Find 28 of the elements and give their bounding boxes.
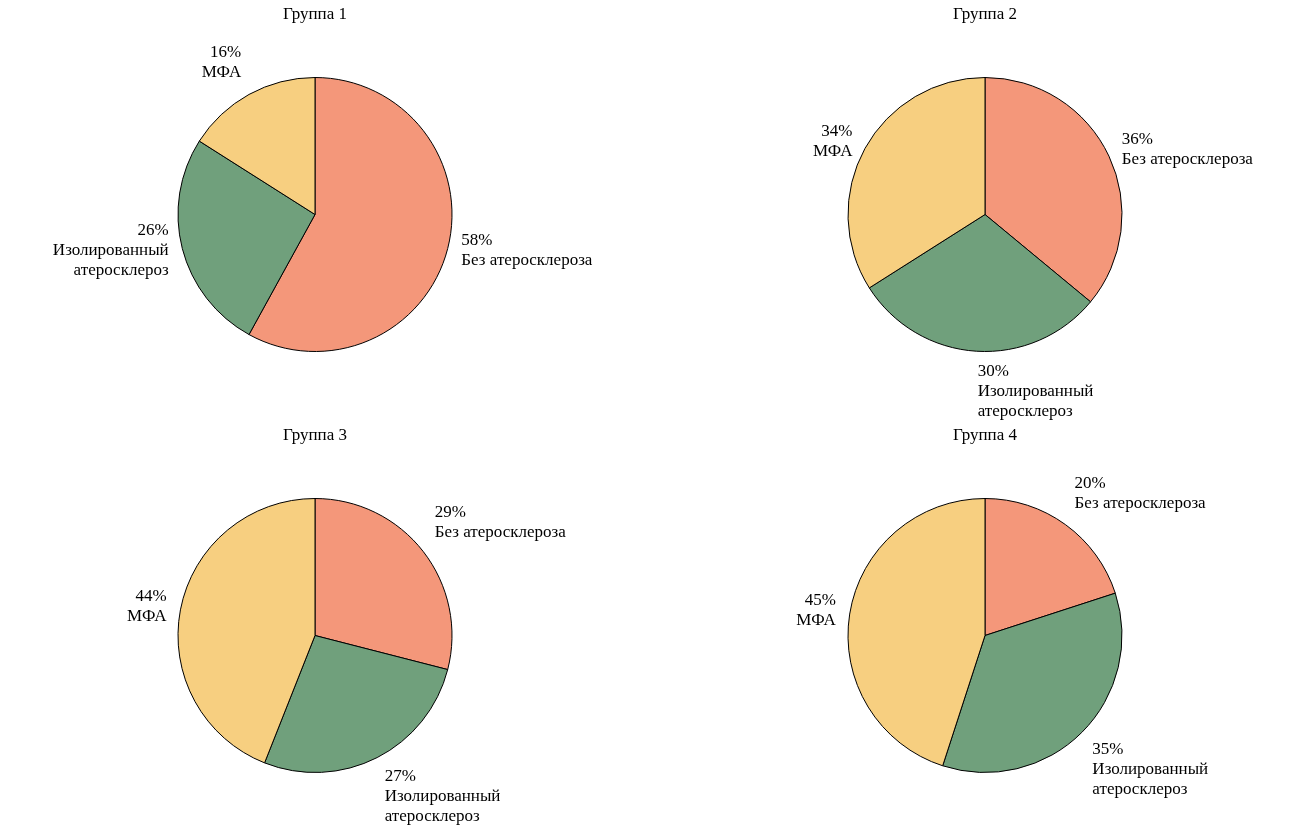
slice-label: МФА (127, 605, 168, 625)
data-label: 30% (977, 361, 1009, 381)
chart-title: Группа 3 (282, 425, 348, 444)
chart-title: Группа 4 (952, 425, 1018, 444)
slice-label: Без атеросклероза (1074, 492, 1207, 512)
slice-label: Изолированный атеросклероз (1092, 758, 1209, 798)
slice-label: МФА (796, 610, 837, 630)
slice-label: Изолированный атеросклероз (52, 239, 169, 279)
data-label: 35% (1092, 738, 1124, 758)
data-label: 58% (461, 229, 493, 249)
data-label: 45% (804, 590, 836, 610)
slice-label: МФА (201, 61, 242, 81)
slice-label: МФА (812, 140, 854, 160)
chart-title: Группа 1 (282, 4, 348, 23)
slice-label: Без атеросклероза (1121, 149, 1254, 169)
slice-label: Без атеросклероза (434, 522, 567, 542)
data-label: 36% (1121, 129, 1153, 149)
slice-label: Без атеросклероза (461, 249, 593, 269)
data-label: 34% (821, 120, 853, 140)
data-label: 27% (384, 766, 416, 786)
data-label: 29% (434, 502, 466, 522)
data-label: 26% (137, 219, 169, 239)
slice-label: Изолированный атеросклероз (384, 786, 501, 826)
data-label: 16% (210, 41, 242, 61)
data-label: 20% (1074, 472, 1106, 492)
slice-label: Изолированный атеросклероз (977, 381, 1094, 421)
chart-title: Группа 2 (952, 4, 1018, 23)
data-label: 44% (135, 585, 167, 605)
